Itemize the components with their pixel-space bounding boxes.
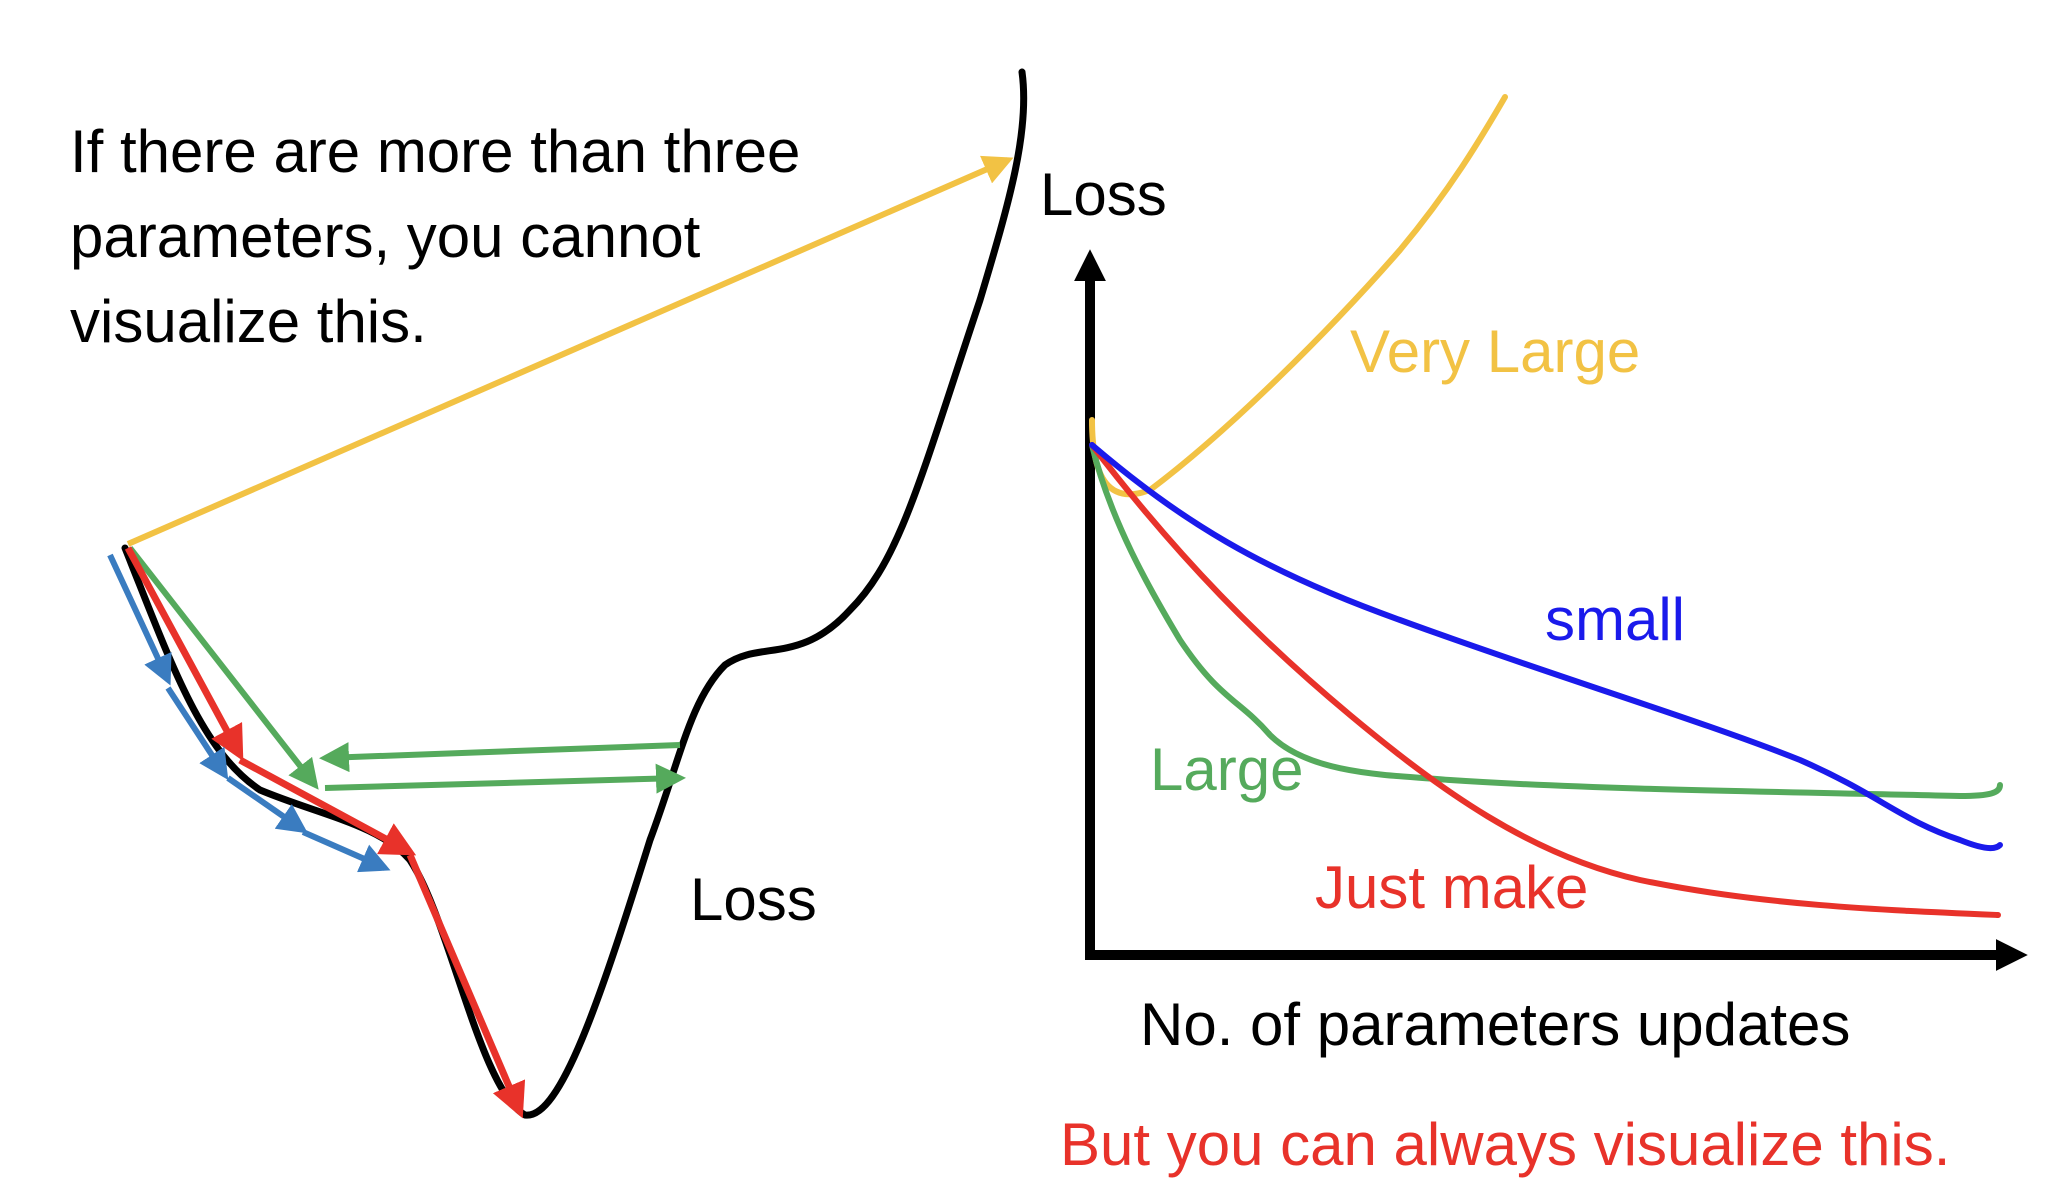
large-step-arrow-3 — [325, 778, 680, 788]
just-make-curve — [1092, 445, 1998, 915]
visualize-caption: But you can always visualize this. — [1060, 1111, 1950, 1178]
y-axis-label: Loss — [1040, 161, 1167, 228]
very-large-curve — [1092, 97, 1505, 494]
note-text: If there are more than three parameters,… — [70, 118, 817, 355]
left-panel: If there are more than three parameters,… — [70, 72, 1024, 1115]
small-step-arrow-2 — [168, 688, 225, 775]
note-line-3: visualize this. — [70, 288, 427, 355]
loss-curve-label: Loss — [690, 866, 817, 933]
note-line-1: If there are more than three — [70, 118, 800, 185]
just-right-step-arrow-3 — [410, 855, 520, 1112]
small-label: small — [1545, 586, 1685, 653]
just-make-label: Just make — [1315, 854, 1588, 921]
large-label: Large — [1150, 736, 1303, 803]
just-right-step-arrow-1 — [128, 548, 240, 755]
small-step-arrow-4 — [303, 832, 385, 868]
right-panel: Loss No. of parameters updates Very Larg… — [1040, 97, 2015, 1178]
very-large-label: Very Large — [1350, 318, 1640, 385]
note-line-2: parameters, you cannot — [70, 203, 701, 270]
large-step-arrow-2 — [325, 745, 680, 758]
x-axis-label: No. of parameters updates — [1140, 991, 1850, 1058]
